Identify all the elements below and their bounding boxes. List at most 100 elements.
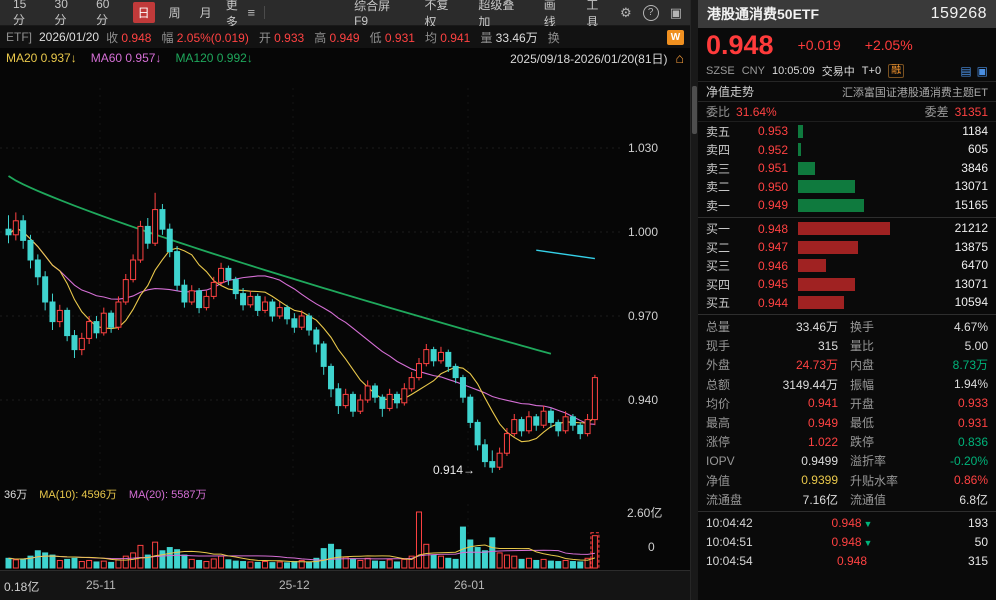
price-axis-label: 1.000 bbox=[628, 225, 659, 239]
menu-item-综合屏 F9[interactable]: 综合屏 F9 bbox=[354, 0, 391, 28]
stats-row: 现手 315 量比 5.00 bbox=[698, 336, 996, 355]
symbol-suffix: ETF] bbox=[6, 30, 32, 44]
ask-depth-bar bbox=[798, 198, 864, 212]
stat-label-均价: 均价 bbox=[706, 396, 731, 411]
bid-price[interactable]: 0.947 bbox=[757, 240, 788, 255]
ask-price[interactable]: 0.953 bbox=[757, 124, 788, 139]
quote-field-label: 幅 bbox=[161, 30, 177, 45]
home-icon[interactable]: ⌂ bbox=[675, 50, 684, 66]
ask-row-卖四[interactable]: 卖四 0.952 605 bbox=[698, 141, 996, 160]
ask-volume: 15165 bbox=[954, 197, 988, 212]
stat-value-跌停: 0.836 bbox=[957, 434, 988, 449]
ask-volume: 13071 bbox=[954, 179, 988, 194]
bid-price[interactable]: 0.944 bbox=[757, 295, 788, 310]
stat-label-量比: 量比 bbox=[850, 339, 875, 354]
panel-more-icon[interactable]: ▣ bbox=[976, 64, 988, 78]
bid-label: 买三 bbox=[706, 259, 731, 274]
quote-field-value: 0.948 bbox=[121, 30, 152, 45]
period-tab-日[interactable]: 日 bbox=[132, 2, 155, 23]
down-arrow-icon: ▼ bbox=[863, 538, 873, 549]
bid-label: 买二 bbox=[706, 240, 731, 255]
candlestick-chart[interactable] bbox=[0, 68, 690, 488]
bid-row-买五[interactable]: 买五 0.944 10594 bbox=[698, 294, 996, 313]
time-axis: 0.18亿 25-11 25-12 26-01 bbox=[0, 570, 690, 600]
ask-volume: 1184 bbox=[962, 123, 988, 138]
help-icon[interactable]: ? bbox=[642, 4, 659, 21]
menu-item-不复权[interactable]: 不复权 bbox=[424, 0, 449, 29]
visible-date-range: 2025/09/18-2026/01/20(81日) bbox=[510, 51, 668, 66]
ask-depth-bar bbox=[798, 124, 804, 138]
margin-badge[interactable]: 融 bbox=[888, 64, 905, 78]
stat-value-量比: 5.00 bbox=[964, 338, 988, 353]
ask-price[interactable]: 0.951 bbox=[757, 161, 788, 176]
ask-depth-zone: 13071 bbox=[798, 179, 988, 194]
layout-icon[interactable]: ▣ bbox=[669, 4, 682, 20]
stat-label-现手: 现手 bbox=[706, 339, 731, 354]
stat-label-IOPV: IOPV bbox=[706, 453, 735, 468]
ask-price[interactable]: 0.952 bbox=[757, 142, 788, 157]
scrollbar-thumb[interactable] bbox=[692, 86, 697, 134]
ask-depth-zone: 15165 bbox=[798, 197, 988, 212]
more-button[interactable]: 更多 ≡ bbox=[226, 0, 255, 30]
ask-depth-zone: 605 bbox=[798, 142, 988, 157]
bid-price[interactable]: 0.945 bbox=[757, 277, 788, 292]
price-axis-label: 0.940 bbox=[628, 393, 659, 407]
price-change: +0.019 bbox=[797, 36, 841, 53]
ask-row-卖一[interactable]: 卖一 0.949 15165 bbox=[698, 196, 996, 215]
menu-item-画线[interactable]: 画线 bbox=[543, 0, 556, 29]
ask-row-卖三[interactable]: 卖三 0.951 3846 bbox=[698, 159, 996, 178]
gear-icon[interactable]: ⚙ bbox=[620, 4, 632, 20]
stat-value-内盘: 8.73万 bbox=[952, 358, 988, 373]
period-tab-月[interactable]: 月 bbox=[199, 6, 212, 20]
chart-section: 15分 30分 60分 日周 月 更多 ≡ 综合屏 F9 不复权 超级叠加 画线 工具 ⚙ ? … bbox=[0, 0, 690, 600]
quote-summary-bar: ETF] 2026/01/20 收 0.948 幅 2.05%(0.019) 开 0… bbox=[0, 26, 690, 48]
nav-trend-label[interactable]: 净值走势 bbox=[706, 85, 755, 99]
market-status-row: SZSE CNY 10:05:09 交易中 T+0 融 ▤ ▣ bbox=[698, 61, 996, 81]
ask-price[interactable]: 0.949 bbox=[757, 198, 788, 213]
wp-badge-icon[interactable]: W bbox=[667, 29, 684, 45]
stat-label-跌停: 跌停 bbox=[850, 435, 875, 450]
trade-tick-row: 10:04:54 0.948 315 bbox=[698, 552, 996, 571]
menu-item-超级叠加[interactable]: 超级叠加 bbox=[478, 0, 515, 29]
bid-book: 买一 0.948 21212 买二 0.947 13875 买三 0.946 6470 买四 0.9… bbox=[698, 220, 996, 313]
period-tab-周[interactable]: 周 bbox=[168, 6, 181, 20]
bid-price[interactable]: 0.946 bbox=[757, 258, 788, 273]
menu-item-工具[interactable]: 工具 bbox=[586, 0, 599, 29]
period-tab-30分[interactable]: 30分 bbox=[54, 0, 68, 27]
level2-icon[interactable]: ▤ bbox=[960, 64, 972, 78]
nav-trend-row[interactable]: 净值走势 汇添富国证港股通消费主题ET bbox=[698, 81, 996, 102]
quote-panel: 港股通消费50ETF 159268 0.948 +0.019 +2.05% SZ… bbox=[690, 0, 996, 600]
volume-chart[interactable] bbox=[0, 500, 690, 570]
volume-ma20: MA(20): 5587万 bbox=[128, 489, 207, 501]
quote-field-label: 均 bbox=[424, 30, 441, 45]
quote-field-幅: 幅 2.05%(0.019) bbox=[161, 29, 248, 46]
ask-row-卖五[interactable]: 卖五 0.953 1184 bbox=[698, 122, 996, 141]
stat-label-外盘: 外盘 bbox=[706, 358, 731, 373]
tick-volume: 50 bbox=[974, 535, 988, 550]
bid-price[interactable]: 0.948 bbox=[757, 221, 788, 236]
toolbar-icon-group: ⚙ ? ▣ bbox=[620, 4, 682, 21]
volume-ma10: MA(10): 4596万 bbox=[39, 489, 117, 501]
panel-scrollbar[interactable] bbox=[691, 0, 698, 600]
bid-row-买三[interactable]: 买三 0.946 6470 bbox=[698, 257, 996, 276]
ask-depth-bar bbox=[798, 161, 815, 175]
bid-depth-zone: 10594 bbox=[798, 295, 988, 310]
bid-row-买二[interactable]: 买二 0.947 13875 bbox=[698, 238, 996, 257]
bid-row-买四[interactable]: 买四 0.945 13071 bbox=[698, 275, 996, 294]
exchange-label: SZSE bbox=[706, 65, 735, 77]
price-change-pct: +2.05% bbox=[864, 36, 913, 53]
ma-indicator-bar: MA20 0.937↓ MA60 0.957↓ MA120 0.992↓ 2025/… bbox=[0, 48, 690, 68]
ask-row-卖二[interactable]: 卖二 0.950 13071 bbox=[698, 178, 996, 197]
ask-price[interactable]: 0.950 bbox=[757, 179, 788, 194]
period-tab-15分[interactable]: 15分 bbox=[13, 0, 27, 27]
weibi-value: 31.64% bbox=[736, 104, 777, 119]
stats-row: 流通盘 7.16亿 流通值 6.8亿 bbox=[698, 490, 996, 509]
stat-label-总量: 总量 bbox=[706, 320, 731, 335]
period-tab-60分[interactable]: 60分 bbox=[96, 0, 110, 27]
bid-row-买一[interactable]: 买一 0.948 21212 bbox=[698, 220, 996, 239]
quote-field-label: 高 bbox=[314, 30, 330, 45]
bid-depth-zone: 21212 bbox=[798, 221, 988, 236]
book-divider bbox=[698, 216, 996, 218]
bid-depth-bar bbox=[798, 296, 844, 310]
